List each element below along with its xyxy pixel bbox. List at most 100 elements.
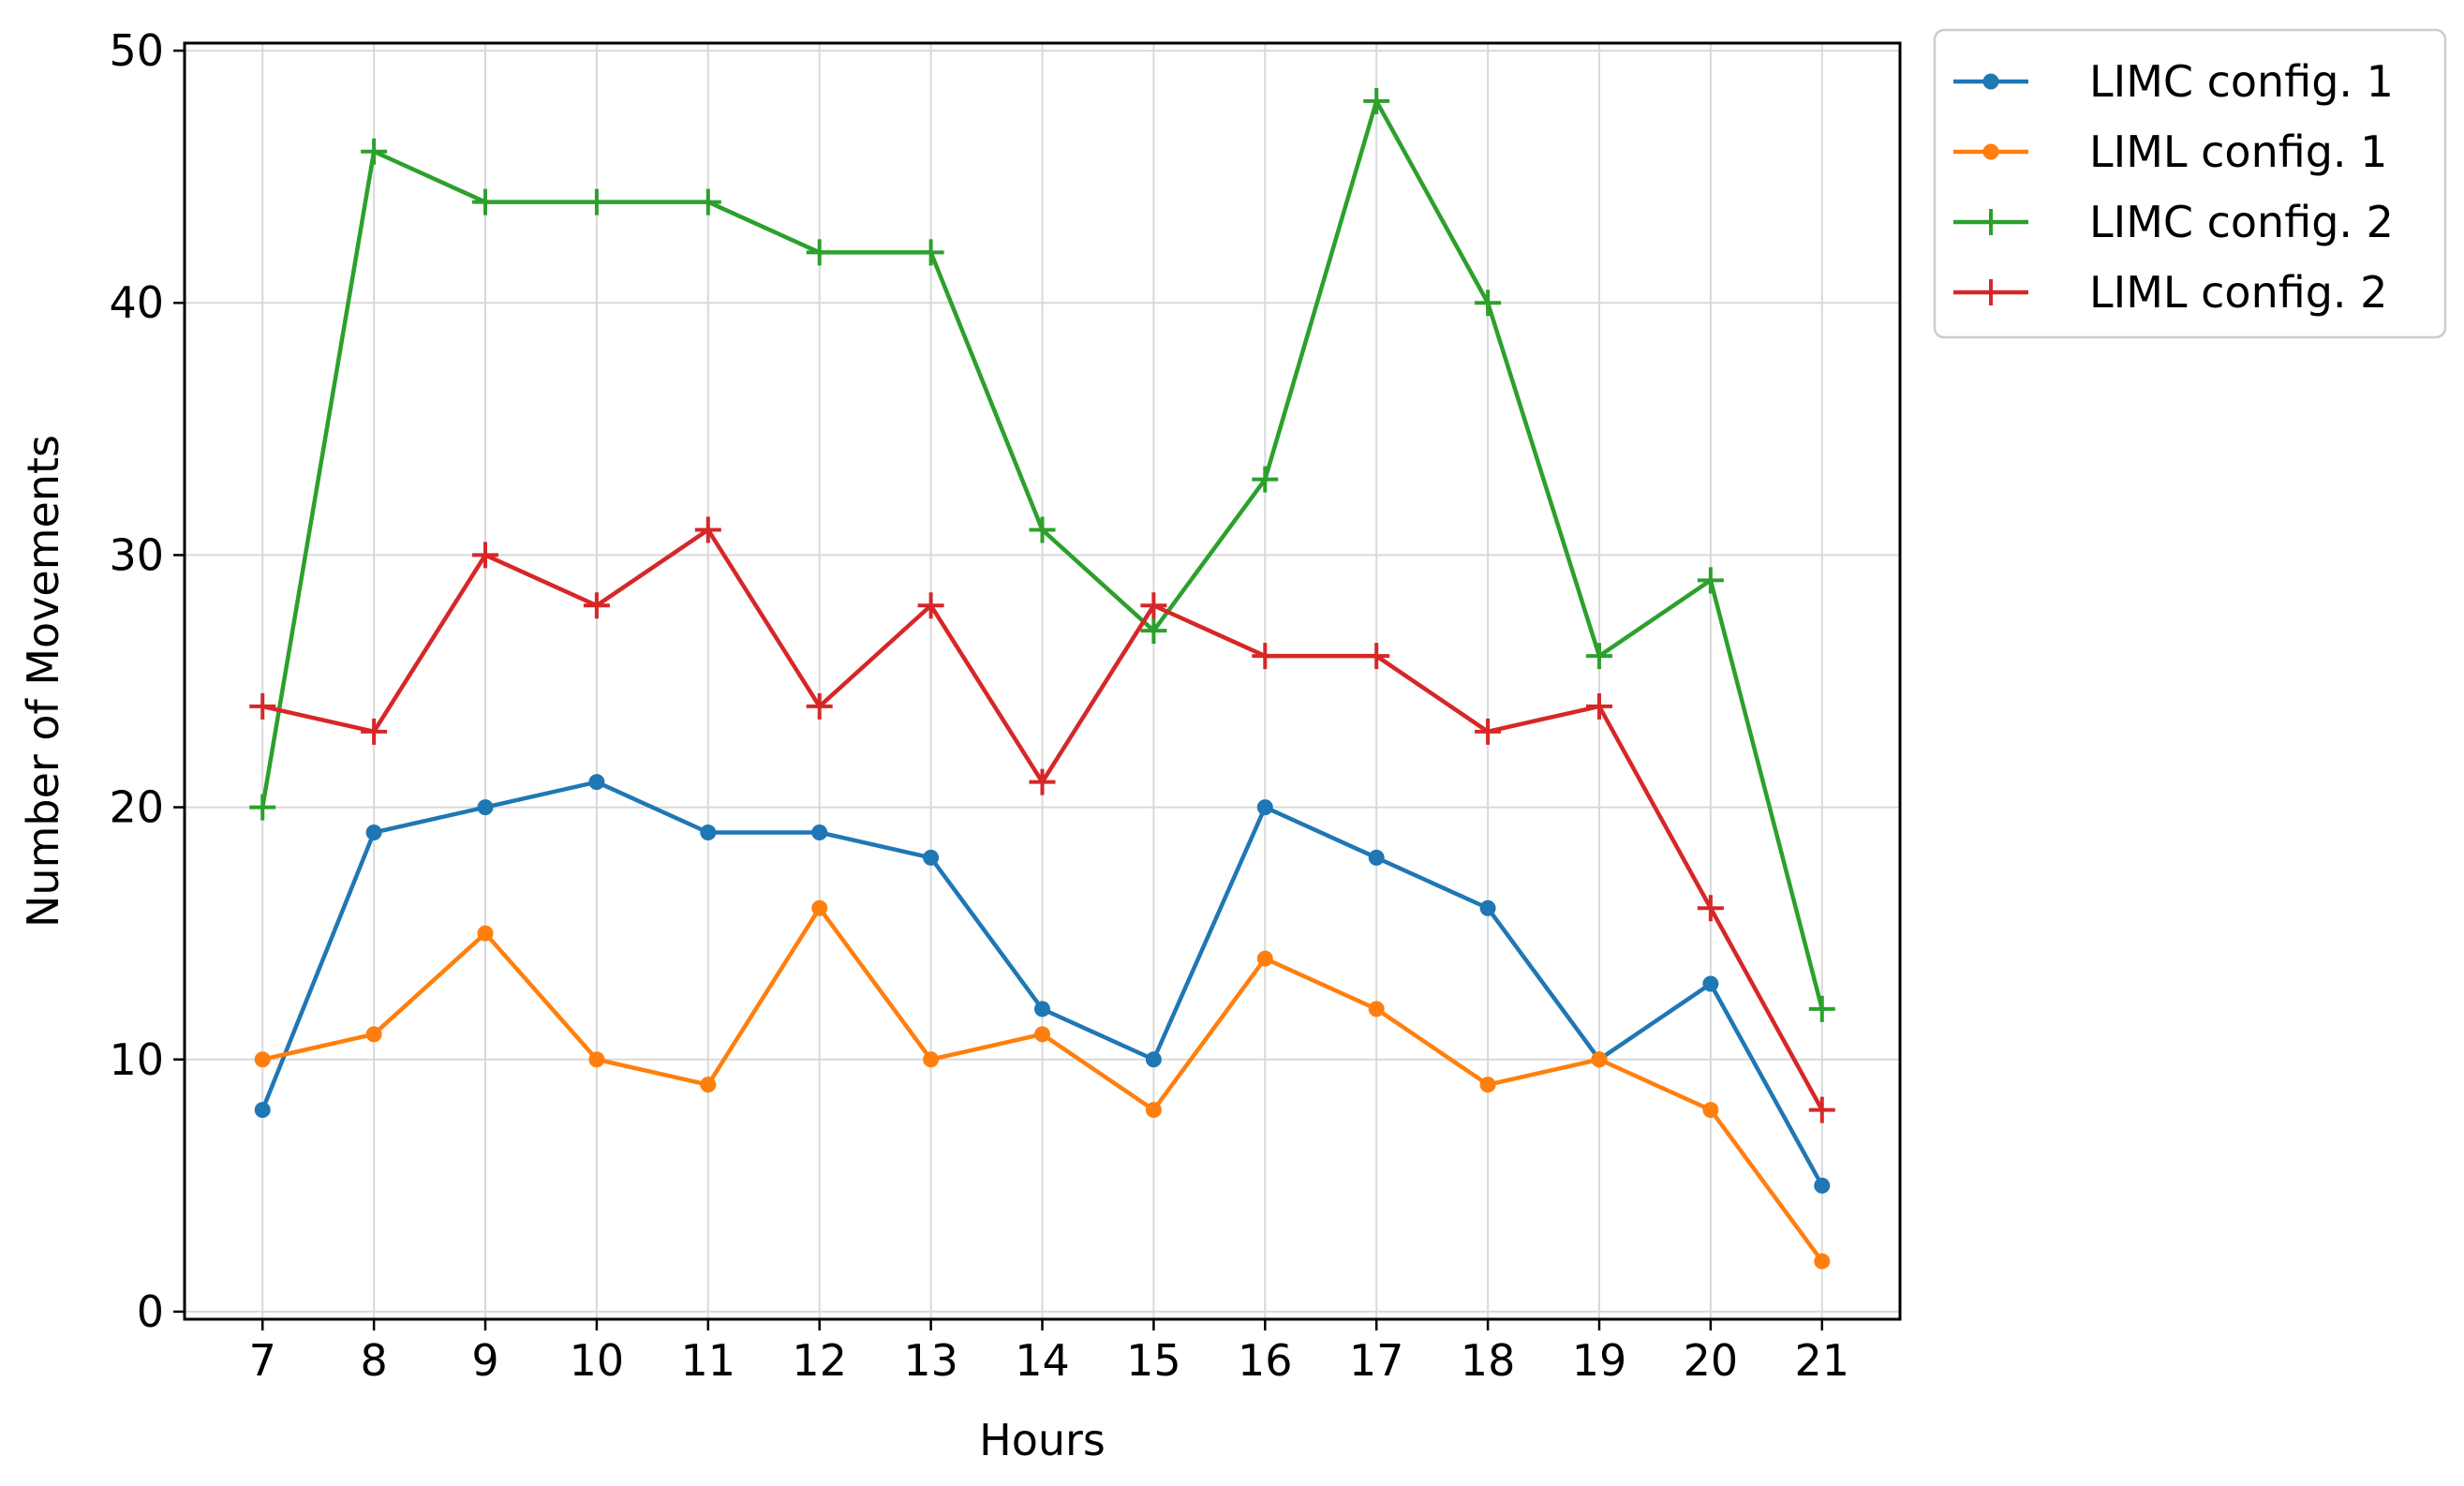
x-tick-label: 17 (1349, 1335, 1404, 1386)
data-point (806, 239, 833, 266)
y-tick-label: 30 (109, 529, 164, 580)
legend-item: LIMC config. 2 (1953, 197, 2394, 247)
y-tick-label: 40 (109, 277, 164, 328)
x-tick-label: 11 (681, 1335, 736, 1386)
data-point (1814, 1177, 1831, 1194)
series-1 (254, 774, 1831, 1194)
data-point (588, 774, 605, 791)
data-point (1697, 895, 1724, 922)
data-point (1256, 799, 1273, 816)
x-tick-label: 9 (471, 1335, 498, 1386)
data-point (1808, 1096, 1835, 1123)
data-point (249, 692, 276, 720)
data-point (1585, 643, 1612, 670)
data-point (1034, 1026, 1050, 1043)
y-tick-label: 0 (137, 1286, 164, 1337)
data-point (1252, 466, 1279, 493)
x-tick-label: 16 (1238, 1335, 1293, 1386)
legend-item: LIML config. 2 (1953, 267, 2387, 318)
data-point (1479, 1077, 1496, 1093)
data-point (583, 188, 610, 215)
data-point (923, 849, 940, 866)
series-layer (249, 87, 1835, 1270)
x-axis-label: Hours (979, 1415, 1106, 1465)
x-tick-label: 7 (249, 1335, 276, 1386)
data-point (700, 1077, 717, 1093)
data-point (1145, 1102, 1162, 1119)
data-point (254, 1051, 271, 1068)
legend-item: LIML config. 1 (1953, 126, 2387, 177)
data-point (917, 592, 944, 619)
x-tick-label: 13 (903, 1335, 958, 1386)
data-point (1808, 995, 1835, 1022)
y-tick-label: 50 (109, 25, 164, 76)
data-point (694, 188, 721, 215)
data-point (365, 825, 382, 841)
data-point (1479, 899, 1496, 916)
y-tick-label: 20 (109, 782, 164, 833)
data-point (917, 239, 944, 266)
data-point (583, 592, 610, 619)
data-point (1140, 592, 1167, 619)
data-point (1145, 1051, 1162, 1068)
legend-label: LIMC config. 1 (2089, 56, 2394, 107)
legend: LIMC config. 1 LIML config. 1 LIMC config.… (1933, 28, 2447, 339)
y-axis-label: Number of Movements (18, 435, 68, 928)
y-tick-label: 10 (109, 1034, 164, 1085)
data-point (477, 925, 494, 942)
x-tick-label: 18 (1461, 1335, 1516, 1386)
legend-swatch-marker (1978, 209, 2004, 235)
data-point (1475, 290, 1502, 317)
data-point (254, 1102, 271, 1119)
data-point (1591, 1051, 1608, 1068)
data-point (1029, 768, 1056, 795)
data-point (1702, 1102, 1719, 1119)
data-point (249, 794, 276, 821)
legend-box (1933, 28, 2447, 339)
grid-layer (185, 43, 1900, 1319)
data-point (1368, 1001, 1385, 1018)
data-point (472, 188, 499, 215)
legend-swatch-marker (1982, 73, 1999, 90)
legend-label: LIML config. 1 (2089, 126, 2387, 177)
data-point (806, 692, 833, 720)
series-2 (254, 899, 1831, 1270)
data-point (361, 138, 388, 165)
data-point (1697, 567, 1724, 594)
data-point (361, 718, 388, 745)
data-point (1252, 643, 1279, 670)
legend-label: LIML config. 2 (2089, 267, 2387, 318)
data-point (1702, 975, 1719, 992)
data-point (588, 1051, 605, 1068)
legend-swatch-marker (1978, 279, 2004, 305)
x-tick-label: 12 (792, 1335, 847, 1386)
data-point (1585, 692, 1612, 720)
x-tick-label: 10 (570, 1335, 625, 1386)
data-point (1029, 516, 1056, 543)
x-tick-label: 20 (1684, 1335, 1739, 1386)
data-point (700, 825, 717, 841)
legend-item: LIMC config. 1 (1953, 56, 2394, 107)
data-point (1256, 950, 1273, 967)
x-tick-label: 14 (1015, 1335, 1070, 1386)
data-point (1363, 87, 1390, 114)
data-point (1368, 849, 1385, 866)
x-tick-label: 8 (360, 1335, 387, 1386)
ticks-layer: 7 8 9 10 11 12 13 14 15 16 17 18 19 20 21 0 10 20 30 40 50 (109, 25, 1849, 1386)
legend-label: LIMC config. 2 (2089, 197, 2394, 247)
x-tick-label: 21 (1794, 1335, 1849, 1386)
x-tick-label: 15 (1126, 1335, 1181, 1386)
data-point (923, 1051, 940, 1068)
series-4 (249, 516, 1835, 1123)
data-point (1140, 617, 1167, 645)
data-point (1814, 1253, 1831, 1270)
data-point (811, 825, 828, 841)
x-tick-label: 19 (1572, 1335, 1627, 1386)
series-3 (249, 87, 1835, 1022)
data-point (1475, 718, 1502, 745)
data-point (477, 799, 494, 816)
data-point (811, 899, 828, 916)
data-point (1034, 1001, 1050, 1018)
